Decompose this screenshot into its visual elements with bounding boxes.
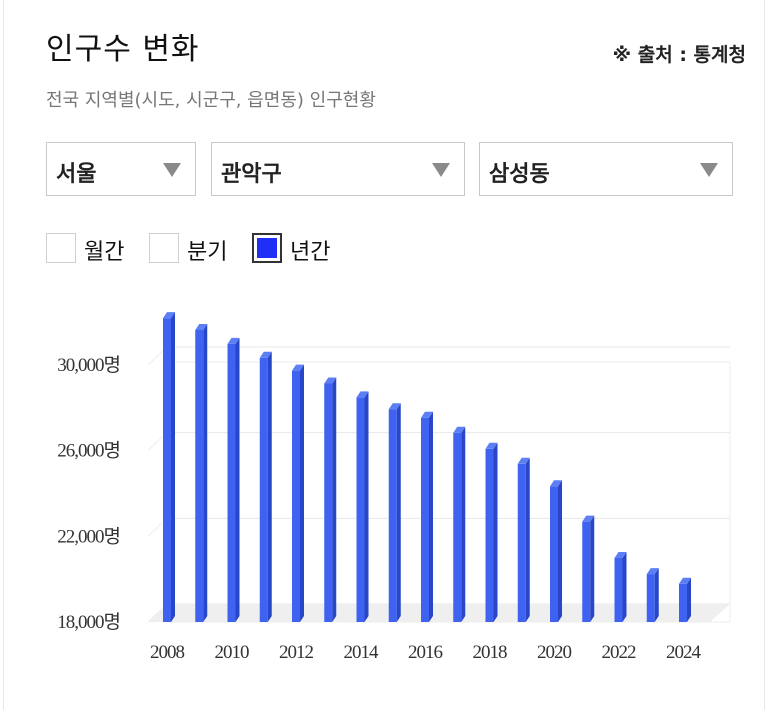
bar (292, 370, 300, 622)
dong-select-value: 삼성동 (489, 162, 550, 187)
bar-side (203, 323, 208, 622)
dong-select[interactable]: 삼성동 (479, 142, 733, 196)
bar (614, 558, 623, 622)
bar-top (324, 377, 337, 384)
bar-side (171, 312, 175, 622)
x-tick-label: 2016 (408, 642, 443, 663)
bar-top (550, 480, 562, 487)
bar-top (163, 312, 175, 319)
bar (163, 318, 171, 622)
bar-side (332, 377, 337, 622)
monthly-checkbox[interactable] (46, 233, 76, 263)
bar-side (525, 457, 530, 622)
period-option-quarterly[interactable]: 분기 (149, 232, 239, 268)
bar-top (356, 391, 369, 398)
bar-top (292, 364, 304, 371)
period-option-monthly[interactable]: 월간 (46, 232, 136, 268)
bar-top (646, 568, 659, 575)
x-tick-label: 2022 (602, 642, 637, 663)
bar (421, 417, 429, 622)
sido-select-value: 서울 (56, 162, 97, 187)
monthly-label: 월간 (84, 240, 125, 265)
yearly-checkbox[interactable] (252, 233, 282, 263)
y-tick-label: 22,000명 (57, 525, 120, 547)
chevron-down-icon (432, 163, 450, 177)
sigungu-select[interactable]: 관악구 (211, 142, 465, 196)
bar (550, 486, 558, 622)
bar-top (227, 337, 240, 344)
bar-top (485, 442, 498, 449)
bar-side (622, 552, 627, 622)
bar-side (429, 411, 433, 622)
x-tick-label: 2024 (666, 642, 702, 663)
x-tick-label: 2020 (537, 642, 572, 663)
bar-side (235, 337, 240, 622)
bar-top (582, 515, 595, 522)
population-chart-panel (3, 0, 765, 710)
source-label: ※ 출처 : 통계청 (612, 44, 746, 66)
bar (453, 432, 462, 622)
bar-side (267, 351, 272, 622)
bar-side (558, 480, 562, 622)
bar-side (687, 577, 691, 622)
bar-top (421, 411, 433, 418)
bar (646, 574, 655, 622)
bar (388, 409, 397, 622)
bar-top (679, 577, 691, 584)
y-tick-label: 18,000명 (57, 611, 120, 633)
x-tick-label: 2012 (279, 642, 314, 663)
bar-top (517, 457, 530, 464)
bar-side (493, 442, 498, 622)
bar (679, 583, 687, 622)
quarterly-label: 분기 (187, 240, 228, 265)
y-tick-label: 26,000명 (57, 440, 120, 462)
bar-top (259, 351, 272, 358)
bar-side (364, 391, 369, 622)
sido-select[interactable]: 서울 (46, 142, 196, 196)
page-subtitle: 전국 지역별(시도, 시군구, 읍면동) 인구현황 (46, 90, 376, 111)
bar (259, 357, 268, 622)
bar (485, 448, 494, 622)
period-option-yearly[interactable]: 년간 (252, 232, 342, 268)
bar (195, 329, 204, 622)
bar-side (396, 403, 401, 622)
bar (582, 521, 591, 622)
bar-side (300, 364, 304, 622)
bar-top (614, 552, 627, 559)
sigungu-select-value: 관악구 (221, 162, 282, 187)
x-tick-label: 2008 (150, 642, 185, 663)
page-title: 인구수 변화 (46, 32, 200, 67)
yearly-label: 년간 (290, 240, 331, 265)
checked-fill (257, 238, 277, 258)
chart-back-wall (166, 361, 731, 623)
bar-side (461, 426, 466, 622)
x-tick-label: 2018 (473, 642, 508, 663)
bar-side (590, 515, 595, 622)
chevron-down-icon (700, 163, 718, 177)
chevron-down-icon (163, 163, 181, 177)
bar-side (654, 568, 659, 622)
quarterly-checkbox[interactable] (149, 233, 179, 263)
bar (517, 463, 526, 622)
y-tick-label: 30,000명 (57, 354, 120, 376)
bar (227, 343, 236, 622)
bar-top (388, 403, 401, 410)
bar-top (453, 426, 466, 433)
bar (324, 383, 333, 622)
bar-top (195, 323, 208, 330)
bar (356, 397, 365, 622)
x-tick-label: 2014 (344, 642, 380, 663)
x-tick-label: 2010 (215, 642, 250, 663)
